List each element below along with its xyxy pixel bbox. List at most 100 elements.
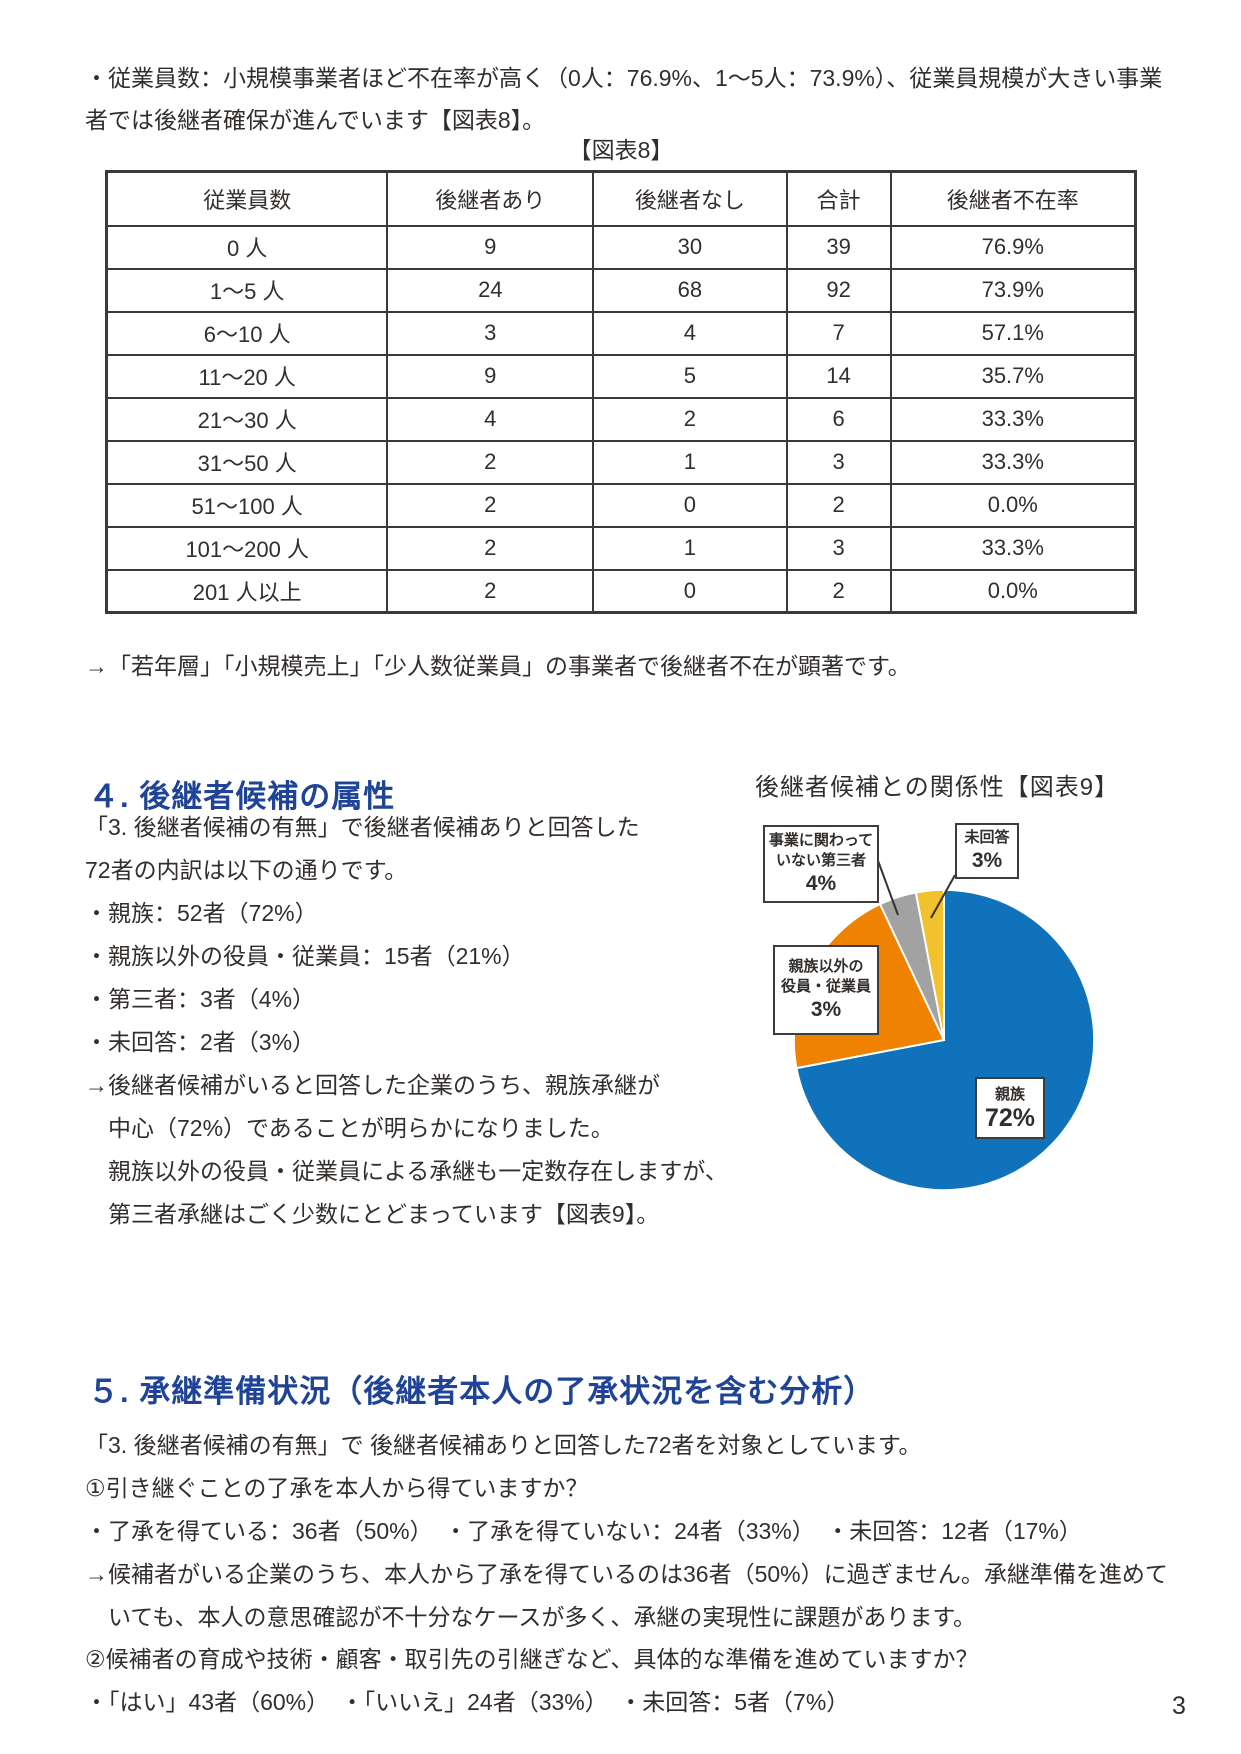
table-body: 0 人 9 30 39 76.9% 1～5 人 24 68 92 73.9% 6～10 人 3 4 7 57… [105, 224, 1137, 614]
pie-label-pct: 4% [805, 872, 837, 895]
pie-label-text: 未回答 [959, 828, 1015, 848]
column-header: 後継者なし [592, 170, 788, 227]
table-cell: 33.3% [889, 525, 1137, 571]
table-row: 31～50 人 2 1 3 33.3% [105, 439, 1137, 485]
table-row: 0 人 9 30 39 76.9% [105, 224, 1137, 270]
pie-slice-no-answer [914, 888, 945, 1041]
table-cell: 201 人以上 [105, 568, 389, 614]
pie-label-text: 事業に関わって いない第三者 [767, 831, 875, 871]
pie-label-text: 親族 [979, 1085, 1041, 1105]
pie-label-no-answer: 未回答 3% [955, 823, 1019, 879]
table-cell: 33.3% [889, 439, 1137, 485]
table-cell: 3 [785, 439, 892, 485]
table-cell: 4 [386, 396, 595, 442]
table-cell: 0.0% [889, 482, 1137, 528]
column-header: 後継者あり [386, 170, 595, 227]
text-line: ・未回答：2者（3%） [85, 1029, 316, 1055]
text-line: ②候補者の育成や技術・顧客・取引先の引継ぎなど、具体的な準備を進めていますか？ [85, 1646, 979, 1672]
text-line: →後継者候補がいると回答した企業のうち、親族承継が [85, 1072, 660, 1098]
table-cell: 3 [785, 525, 892, 571]
table-cell: 6 [785, 396, 892, 442]
table-cell: 1～5 人 [105, 267, 389, 313]
column-header: 後継者不在率 [889, 170, 1137, 227]
table-cell: 0 人 [105, 224, 389, 270]
table-cell: 2 [386, 439, 595, 485]
table-cell: 0.0% [889, 568, 1137, 614]
table-header-row: 従業員数 後継者あり 後継者なし 合計 後継者不在率 [105, 170, 1137, 227]
section4-body: 「3. 後継者候補の有無」で後継者候補ありと回答した 72者の内訳は以下の通りです… [85, 806, 728, 1236]
table-cell: 2 [592, 396, 788, 442]
table-cell: 2 [386, 568, 595, 614]
table-cell: 0 [592, 568, 788, 614]
text-line: ・第三者：3者（4%） [85, 986, 316, 1012]
table-cell: 6～10 人 [105, 310, 389, 356]
table-cell: 2 [386, 525, 595, 571]
table-cell: 73.9% [889, 267, 1137, 313]
text-line: いない第三者 [775, 852, 866, 869]
text-line: 第三者承継はごく少数にとどまっています【図表9】。 [85, 1201, 660, 1227]
table-header: 従業員数 後継者あり 後継者なし 合計 後継者不在率 [105, 170, 1137, 227]
table-cell: 4 [592, 310, 788, 356]
pie-label-pct: 3% [810, 998, 842, 1021]
table-note: →「若年層」「小規模売上」「少人数従業員」の事業者で後継者不在が顕著です。 [85, 653, 911, 679]
text-line: ・親族：52者（72%） [85, 900, 318, 926]
text-line: いても、本人の意思確認が不十分なケースが多く、承継の実現性に課題があります。 [85, 1604, 977, 1630]
figure9-chart: 後継者候補との関係性【図表9】 事業に関わって いない第三者 4% 未回答 3% … [680, 755, 1160, 1225]
pie-label-non-family: 親族以外の役員・従業員 3% [773, 945, 879, 1035]
table-row: 51～100 人 2 0 2 0.0% [105, 482, 1137, 528]
text-line: 者では後継者確保が進んでいます【図表8】。 [85, 107, 546, 133]
pie-label-text: 親族以外の役員・従業員 [777, 957, 875, 997]
pie-label-pct: 3% [971, 849, 1003, 872]
table-row: 201 人以上 2 0 2 0.0% [105, 568, 1137, 614]
table-cell: 2 [386, 482, 595, 528]
section5-body-part2: ②候補者の育成や技術・顧客・取引先の引継ぎなど、具体的な準備を進めていますか？ ・… [85, 1638, 978, 1724]
table-cell: 21～30 人 [105, 396, 389, 442]
text-line: 親族以外の [788, 958, 864, 975]
text-line: ①引き継ぐことの了承を本人から得ていますか？ [85, 1475, 589, 1501]
table-cell: 24 [386, 267, 595, 313]
leader-lines [876, 857, 956, 919]
chart-title: 後継者候補との関係性【図表9】 [755, 774, 1120, 801]
table-row: 1～5 人 24 68 92 73.9% [105, 267, 1137, 313]
table-cell: 3 [386, 310, 595, 356]
table-cell: 57.1% [889, 310, 1137, 356]
table-cell: 9 [386, 224, 595, 270]
table-cell: 2 [785, 568, 892, 614]
pie-label-third-party: 事業に関わって いない第三者 4% [763, 825, 879, 903]
table-cell: 51～100 人 [105, 482, 389, 528]
table-caption: 【図表8】 [568, 137, 674, 163]
table-row: 6～10 人 3 4 7 57.1% [105, 310, 1137, 356]
text-line: ・了承を得ている：36者（50%） ・了承を得ていない：24者（33%） ・未回… [85, 1518, 1082, 1544]
section5-heading: ５. 承継準備状況（後継者本人の了承状況を含む分析） [88, 1374, 876, 1409]
table-cell: 92 [785, 267, 892, 313]
text-line: ・親族以外の役員・従業員：15者（21%） [85, 943, 525, 969]
table-cell: 101～200 人 [105, 525, 389, 571]
section4-heading: ４. 後継者候補の属性 [88, 779, 396, 814]
text-line: 「3. 後継者候補の有無」で後継者候補ありと回答した [85, 814, 640, 840]
pie-label-pct: 72% [984, 1104, 1036, 1132]
table-cell: 76.9% [889, 224, 1137, 270]
column-header: 合計 [785, 170, 892, 227]
table-row: 11～20 人 9 5 14 35.7% [105, 353, 1137, 399]
table-cell: 7 [785, 310, 892, 356]
table-cell: 68 [592, 267, 788, 313]
table-cell: 30 [592, 224, 788, 270]
table-cell: 1 [592, 439, 788, 485]
text-line: 親族 [994, 1086, 1025, 1103]
table-cell: 14 [785, 353, 892, 399]
text-line: 役員・従業員 [780, 978, 871, 995]
text-line: →候補者がいる企業のうち、本人から了承を得ているのは36者（50%）に過ぎません… [85, 1561, 1168, 1587]
section5-body-part1: 「3. 後継者候補の有無」で 後継者候補ありと回答した72者を対象としています。… [85, 1424, 1168, 1639]
page-number: 3 [1172, 1692, 1186, 1720]
pie-label-family: 親族 72% [975, 1077, 1045, 1139]
text-line: 親族以外の役員・従業員による承継も一定数存在しますが、 [85, 1158, 728, 1184]
table-cell: 39 [785, 224, 892, 270]
table-cell: 33.3% [889, 396, 1137, 442]
text-line: ・「はい」43者（60%） ・「いいえ」24者（33%） ・未回答：5者（7%） [85, 1689, 850, 1715]
figure8-table: 従業員数 後継者あり 後継者なし 合計 後継者不在率 0 人 9 30 39 76.9% 1～5 … [105, 170, 1137, 614]
intro-paragraph: ・従業員数：小規模事業者ほど不在率が高く（0人：76.9%、1～5人：73.9%… [85, 57, 1162, 141]
column-header: 従業員数 [105, 170, 389, 227]
table-cell: 0 [592, 482, 788, 528]
leader-line-no-answer [930, 874, 956, 919]
